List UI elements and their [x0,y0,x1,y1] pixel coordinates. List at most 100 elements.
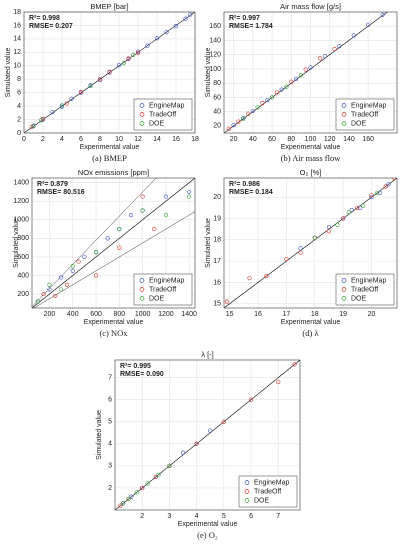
y-axis-label: Simulated value [205,218,212,268]
y-tick-label: 18 [13,9,21,16]
point [167,463,172,468]
chart-title: NOx emissions [ppm] [78,168,149,177]
y-tick-label: 1000 [13,217,29,224]
plot-frame [223,177,398,309]
y-tick-label: 7 [108,374,112,381]
point [82,254,87,260]
x-tick-label: 16 [172,136,180,143]
x-tick-label: 0 [22,136,26,143]
point [293,76,299,82]
y-tick-label: 2 [17,116,21,123]
point [41,291,46,297]
x-axis-label: Experimental value [80,144,140,151]
point [298,246,303,251]
y-tick-label: 600 [17,254,29,261]
point [121,60,126,66]
y-axis-label: Simulated value [96,410,103,460]
point [231,123,236,128]
chart-title: O₂ [%] [300,168,322,177]
annotation: R²= 0.879 [37,181,68,188]
point [369,192,374,198]
point [377,190,383,196]
point [59,103,65,108]
point [29,124,34,130]
y-tick-label: 4 [17,103,21,110]
y-tick-label: 140 [209,37,221,44]
point [208,428,213,433]
point [289,79,294,84]
legend-marker [341,112,347,117]
point [221,419,226,424]
point [248,397,254,402]
point [250,108,255,114]
point [140,485,145,491]
point [152,226,157,232]
x-tick-label: 7 [276,513,280,520]
y-tick-label: 20 [213,123,221,130]
point [265,98,270,103]
point [269,95,275,100]
y-tick-label: 20 [213,194,221,201]
y-tick-label: 4 [108,441,112,448]
point [47,287,52,292]
point [326,229,332,234]
point [341,216,346,221]
annotation: R²= 0.998 [29,15,60,22]
point [292,362,297,367]
legend-marker [244,489,250,494]
legend-marker [341,287,347,292]
point [360,203,366,208]
plot-frame [223,11,398,134]
point [105,236,110,241]
legend-marker [139,287,145,292]
legend-label: TradeOff [149,111,176,118]
legend-label: TradeOff [351,286,378,293]
point [308,65,313,70]
point [64,101,69,106]
legend-marker [341,103,347,108]
point [264,273,269,279]
legend-marker [139,112,145,117]
annotation: R²= 0.995 [120,363,151,370]
legend-label: DOE [149,120,165,127]
plot-frame [31,177,196,309]
x-tick-label: 20 [230,136,238,143]
x-axis-label: Experimental value [281,144,341,151]
legend-marker [139,296,145,301]
point [351,33,356,38]
point [380,12,385,17]
legend-label: DOE [351,295,367,302]
point [369,195,374,200]
y-tick-label: 1200 [13,198,29,205]
x-tick-label: 8 [98,136,102,143]
point [188,12,193,17]
x-tick-label: 40 [249,136,257,143]
annotation: RMSE= 0.207 [29,23,73,30]
legend-label: EngineMap [351,102,387,109]
point [153,474,158,480]
chart-title: λ [-] [201,350,214,359]
x-tick-label: 6 [79,136,83,143]
y-tick-label: 400 [17,272,29,279]
point [145,43,150,48]
y-axis-label: Simulated value [13,218,20,268]
point [194,441,199,446]
y-tick-label: 60 [213,94,221,101]
x-tick-label: 800 [113,311,125,318]
point [140,208,145,213]
x-tick-label: 140 [343,136,355,143]
legend-marker [244,480,250,485]
annotation: RMSE= 1.784 [229,23,273,30]
y-tick-label: 160 [209,23,221,30]
point [383,184,388,189]
point [173,24,179,29]
identity-line [115,360,300,510]
y-tick-label: 12 [13,49,21,56]
point [134,490,139,495]
point [126,496,131,502]
point [332,46,337,52]
x-tick-label: 2 [41,136,45,143]
caption: (d) λ [302,328,319,338]
point [78,89,84,95]
